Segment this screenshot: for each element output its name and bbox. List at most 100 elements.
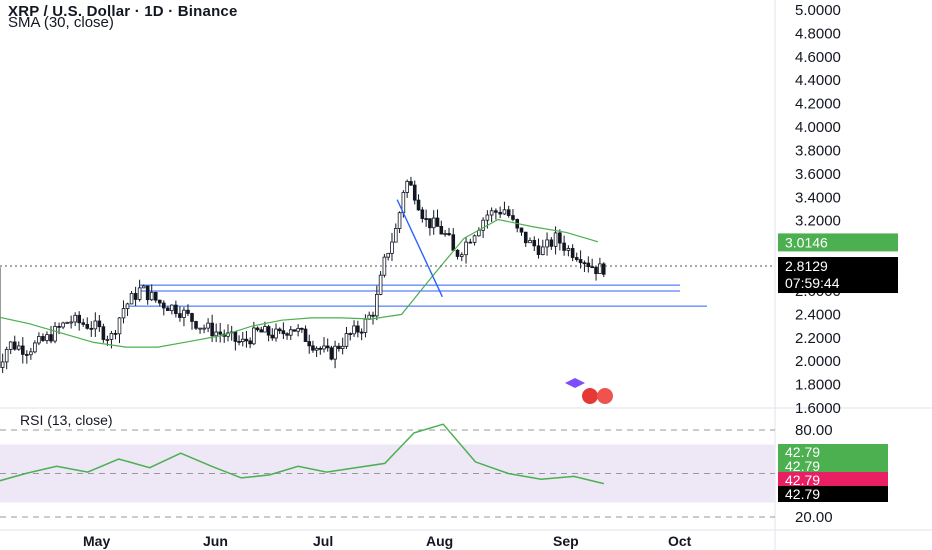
candle-down	[113, 332, 118, 335]
candle-up	[322, 345, 326, 350]
candle-up	[33, 342, 37, 353]
candle-down	[157, 299, 162, 304]
candle-up	[288, 329, 293, 336]
candle-up	[545, 239, 549, 248]
candle-up	[129, 293, 134, 305]
candle-up	[45, 334, 49, 341]
candle-down	[210, 322, 214, 337]
candle-down	[49, 334, 53, 342]
candle-up	[390, 241, 394, 254]
candle-down	[447, 233, 451, 236]
candle-up	[65, 322, 69, 324]
candle-up	[397, 212, 402, 229]
candle-up	[386, 252, 390, 258]
candle-up	[344, 333, 349, 347]
candle-down	[133, 293, 138, 300]
candle-up	[553, 232, 558, 247]
candle-down	[174, 304, 178, 315]
candle-up	[443, 233, 447, 235]
candle-up	[170, 304, 174, 312]
rsi-value-text: 42.79	[785, 458, 820, 474]
candle-down	[498, 211, 502, 215]
y-tick-label: 3.2000	[795, 213, 841, 230]
candle-down	[303, 328, 308, 342]
candle-up	[37, 336, 41, 344]
candle-down	[371, 314, 375, 317]
candle-up	[137, 287, 142, 300]
candle-down	[455, 249, 460, 257]
y-tick-label: 3.8000	[795, 142, 841, 159]
last-price-tag	[778, 257, 898, 294]
candle-down	[81, 322, 86, 325]
candle-down	[494, 210, 498, 213]
candle-down	[578, 259, 583, 264]
candle-up	[296, 327, 300, 332]
countdown-text: 07:59:44	[785, 275, 840, 291]
candle-up	[333, 345, 337, 360]
candle-up	[485, 214, 490, 221]
candle-down	[439, 226, 444, 235]
candle-down	[590, 266, 594, 269]
rsi-value-text: 42.79	[785, 472, 820, 488]
candle-down	[582, 262, 587, 265]
candle-up	[252, 327, 256, 345]
candle-down	[532, 240, 537, 247]
candle-down	[558, 232, 562, 244]
candle-up	[378, 274, 383, 295]
lightning-icon	[565, 378, 585, 388]
candle-down	[255, 327, 260, 331]
y-tick-label: 3.6000	[795, 166, 841, 183]
candle-down	[25, 354, 29, 356]
candle-down	[166, 307, 170, 312]
candle-down	[248, 340, 252, 345]
candle-down	[601, 263, 606, 275]
candle-down	[409, 181, 413, 186]
candle-down	[101, 326, 106, 340]
candle-down	[570, 248, 575, 258]
candle-down	[270, 334, 275, 339]
flag-icon	[582, 388, 598, 404]
candle-down	[325, 345, 330, 349]
candle-down	[519, 227, 524, 233]
candle-up	[141, 285, 146, 289]
candle-up	[528, 240, 532, 244]
candle-up	[105, 339, 110, 341]
candle-up	[121, 308, 126, 319]
candle-up	[29, 351, 33, 356]
candle-up	[540, 246, 545, 255]
candle-up	[73, 314, 77, 323]
candle-up	[363, 318, 368, 333]
candle-down	[12, 341, 17, 350]
y-tick-label: 4.8000	[795, 25, 841, 42]
candle-up	[459, 254, 464, 257]
candle-up	[61, 322, 65, 328]
y-tick-label: 4.6000	[795, 49, 841, 66]
rsi-tick-label: 20.00	[795, 509, 833, 526]
sma-value-text: 3.0146	[785, 234, 828, 250]
candle-up	[53, 325, 57, 342]
sma-indicator-label: SMA (30, close)	[8, 14, 114, 31]
candle-down	[435, 217, 440, 227]
candle-down	[562, 242, 566, 251]
candle-up	[93, 320, 98, 330]
x-tick-label: Aug	[426, 533, 453, 549]
y-tick-label: 1.8000	[795, 377, 841, 394]
candle-down	[259, 329, 264, 333]
candle-up	[0, 361, 5, 368]
candle-down	[85, 323, 90, 329]
candle-down	[356, 325, 360, 333]
y-tick-label: 3.4000	[795, 189, 841, 206]
candle-up	[393, 228, 398, 243]
candle-up	[566, 248, 571, 251]
candle-down	[586, 262, 591, 268]
y-tick-label: 2.0000	[795, 353, 841, 370]
candle-up	[405, 181, 409, 193]
candle-up	[4, 348, 9, 363]
y-tick-label: 4.4000	[795, 72, 841, 89]
candle-up	[472, 235, 477, 243]
candle-down	[506, 209, 511, 216]
y-tick-label: 5.0000	[795, 2, 841, 19]
y-tick-label: 4.0000	[795, 119, 841, 136]
